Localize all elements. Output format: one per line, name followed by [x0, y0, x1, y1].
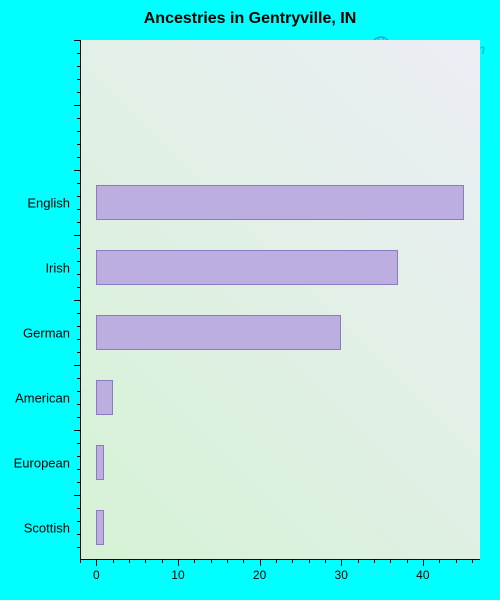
- y-minor-tick: [77, 378, 80, 379]
- x-major-tick: [96, 560, 97, 566]
- y-minor-tick: [77, 352, 80, 353]
- x-tick-label: 10: [171, 568, 184, 582]
- x-major-tick: [260, 560, 261, 566]
- x-minor-tick: [456, 560, 457, 563]
- bar: [96, 185, 463, 221]
- y-major-tick: [74, 365, 80, 366]
- y-minor-tick: [77, 313, 80, 314]
- y-minor-tick: [77, 482, 80, 483]
- y-minor-tick: [77, 547, 80, 548]
- x-minor-tick: [472, 560, 473, 563]
- x-tick-label: 0: [93, 568, 100, 582]
- y-minor-tick: [77, 508, 80, 509]
- x-minor-tick: [325, 560, 326, 563]
- bar: [96, 510, 104, 546]
- chart-title: Ancestries in Gentryville, IN: [0, 10, 500, 28]
- x-minor-tick: [374, 560, 375, 563]
- x-minor-tick: [390, 560, 391, 563]
- y-minor-tick: [77, 118, 80, 119]
- y-minor-tick: [77, 443, 80, 444]
- x-minor-tick: [276, 560, 277, 563]
- y-major-tick: [74, 430, 80, 431]
- y-minor-tick: [77, 157, 80, 158]
- y-tick-label: Scottish: [24, 520, 70, 535]
- y-major-tick: [74, 495, 80, 496]
- x-tick-label: 20: [253, 568, 266, 582]
- x-minor-tick: [292, 560, 293, 563]
- x-minor-tick: [309, 560, 310, 563]
- x-tick-label: 40: [416, 568, 429, 582]
- y-minor-tick: [77, 391, 80, 392]
- x-minor-tick: [162, 560, 163, 563]
- x-minor-tick: [439, 560, 440, 563]
- x-minor-tick: [129, 560, 130, 563]
- y-minor-tick: [77, 209, 80, 210]
- y-minor-tick: [77, 53, 80, 54]
- y-minor-tick: [77, 261, 80, 262]
- x-major-tick: [178, 560, 179, 566]
- y-minor-tick: [77, 404, 80, 405]
- x-minor-tick: [358, 560, 359, 563]
- y-tick-label: Irish: [45, 260, 70, 275]
- bar: [96, 250, 398, 286]
- x-minor-tick: [407, 560, 408, 563]
- y-minor-tick: [77, 287, 80, 288]
- y-major-tick: [74, 40, 80, 41]
- bar: [96, 380, 112, 416]
- y-minor-tick: [77, 144, 80, 145]
- y-tick-label: German: [23, 325, 70, 340]
- y-major-tick: [74, 105, 80, 106]
- plot-background: [80, 40, 480, 560]
- y-tick-label: American: [15, 390, 70, 405]
- y-axis-line: [80, 40, 81, 560]
- bar: [96, 445, 104, 481]
- bar: [96, 315, 341, 351]
- y-minor-tick: [77, 66, 80, 67]
- y-minor-tick: [77, 248, 80, 249]
- x-minor-tick: [211, 560, 212, 563]
- x-major-tick: [423, 560, 424, 566]
- y-minor-tick: [77, 222, 80, 223]
- y-minor-tick: [77, 274, 80, 275]
- x-axis-line: [80, 559, 480, 560]
- y-minor-tick: [77, 196, 80, 197]
- y-minor-tick: [77, 469, 80, 470]
- x-minor-tick: [243, 560, 244, 563]
- page: Ancestries in Gentryville, IN City-Data.…: [0, 0, 500, 600]
- y-minor-tick: [77, 417, 80, 418]
- x-major-tick: [341, 560, 342, 566]
- y-minor-tick: [77, 456, 80, 457]
- y-major-tick: [74, 300, 80, 301]
- y-tick-label: European: [14, 455, 70, 470]
- y-minor-tick: [77, 326, 80, 327]
- y-minor-tick: [77, 131, 80, 132]
- y-major-tick: [74, 235, 80, 236]
- x-minor-tick: [194, 560, 195, 563]
- x-minor-tick: [145, 560, 146, 563]
- y-minor-tick: [77, 339, 80, 340]
- y-minor-tick: [77, 79, 80, 80]
- x-tick-label: 30: [335, 568, 348, 582]
- y-minor-tick: [77, 183, 80, 184]
- plot-area: 010203040EnglishIrishGermanAmericanEurop…: [80, 40, 480, 560]
- y-tick-label: English: [27, 195, 70, 210]
- x-minor-tick: [80, 560, 81, 563]
- y-major-tick: [74, 170, 80, 171]
- y-minor-tick: [77, 534, 80, 535]
- y-minor-tick: [77, 92, 80, 93]
- x-minor-tick: [227, 560, 228, 563]
- x-minor-tick: [113, 560, 114, 563]
- y-minor-tick: [77, 521, 80, 522]
